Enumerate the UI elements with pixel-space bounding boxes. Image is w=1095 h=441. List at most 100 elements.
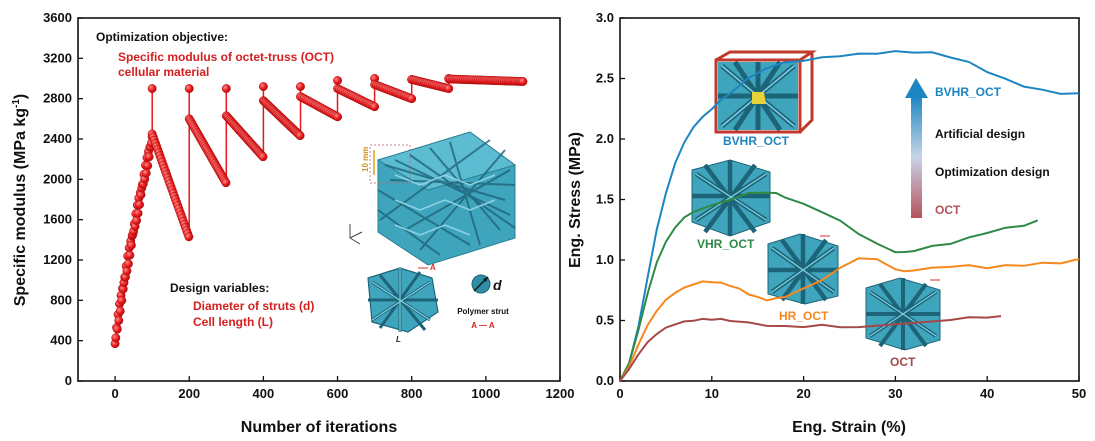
curve-label-oct: OCT — [890, 355, 916, 369]
y-tick-label: 0.0 — [596, 373, 614, 388]
left-x-axis-label: Number of iterations — [241, 419, 398, 436]
hr-cell-image — [767, 233, 839, 305]
data-point — [147, 84, 157, 94]
strut-diameter-label: d — [493, 277, 502, 293]
objective-line-1: Specific modulus of octet-truss (OCT) — [118, 50, 334, 64]
y-tick-label: 400 — [50, 333, 72, 348]
design-arrow — [905, 78, 928, 218]
left-chart: 0 400 800 1200 1600 2000 2400 2800 3200 3600 0 200… — [11, 10, 574, 436]
cell-length-label: L — [396, 335, 401, 344]
x-tick-label: 20 — [796, 386, 810, 401]
data-point — [111, 333, 121, 343]
arrow-bottom-label: OCT — [935, 203, 961, 217]
variables-line-1: Diameter of struts (d) — [193, 299, 314, 313]
y-tick-label: 2.5 — [596, 71, 614, 86]
right-y-axis-label: Eng. Stress (MPa) — [567, 132, 584, 268]
y-tick-label: 2400 — [43, 131, 72, 146]
oct-cell-image — [865, 277, 941, 351]
x-tick-label: 0 — [111, 386, 118, 401]
x-tick-label: 1200 — [546, 386, 575, 401]
data-point — [125, 250, 135, 260]
data-point — [126, 240, 136, 250]
arrow-top-label: BVHR_OCT — [935, 85, 1002, 99]
data-point — [117, 295, 127, 305]
y-tick-label: 0 — [65, 373, 72, 388]
y-tick-label: 1600 — [43, 212, 72, 227]
arrow-mid-label-1: Artificial design — [935, 127, 1025, 141]
y-tick-label: 1200 — [43, 252, 72, 267]
polymer-strut-label: Polymer strut — [457, 307, 509, 316]
y-tick-label: 3200 — [43, 50, 72, 65]
x-tick-label: 0 — [616, 386, 623, 401]
x-tick-label: 600 — [327, 386, 349, 401]
bvhr-cell-image — [714, 50, 817, 134]
data-point — [184, 84, 194, 94]
data-point — [407, 94, 417, 104]
curve-oct — [619, 315, 1002, 382]
arrow-mid-label-2: Optimization design — [935, 165, 1050, 179]
y-tick-label: 2000 — [43, 171, 72, 186]
y-tick-label: 800 — [50, 292, 72, 307]
variables-line-2: Cell length (L) — [193, 315, 273, 329]
data-point — [135, 200, 144, 210]
x-tick-label: 400 — [253, 386, 275, 401]
axes-triad-icon — [349, 224, 363, 245]
data-point — [184, 232, 194, 242]
section-a-label: A — [430, 263, 436, 272]
y-tick-label: 2.0 — [596, 131, 614, 146]
data-point — [114, 316, 124, 326]
data-point — [144, 152, 154, 162]
x-tick-label: 200 — [178, 386, 200, 401]
data-point — [141, 168, 151, 178]
variables-title: Design variables: — [170, 281, 269, 295]
left-y-ticks: 0 400 800 1200 1600 2000 2400 2800 3200 3600 — [43, 10, 83, 388]
y-tick-label: 3600 — [43, 10, 72, 25]
scale-label: 10 mm — [361, 147, 370, 172]
left-y-axis-label: Specific modulus (MPa kg-1) — [11, 94, 29, 307]
data-point — [444, 84, 454, 94]
left-x-ticks: 0 200 400 600 800 1000 1200 — [111, 376, 574, 401]
y-tick-label: 3.0 — [596, 10, 614, 25]
x-tick-label: 800 — [401, 386, 423, 401]
right-chart: 0.0 0.5 1.0 1.5 2.0 2.5 3.0 0 10 20 30 40 50 — [567, 10, 1086, 436]
data-point — [258, 152, 268, 162]
curve-hr-oct — [619, 257, 1080, 382]
right-stress-strain-curves — [619, 50, 1080, 382]
data-point — [143, 161, 153, 171]
left-data-points — [110, 74, 528, 349]
data-point — [132, 216, 142, 225]
y-tick-label: 2800 — [43, 91, 72, 106]
data-point — [333, 112, 342, 122]
curve-bvhr-oct — [619, 50, 1080, 382]
data-point — [518, 77, 528, 86]
objective-line-2: cellular material — [118, 65, 209, 79]
right-x-ticks: 0 10 20 30 40 50 — [616, 376, 1086, 401]
curve-vhr-oct — [619, 191, 1039, 382]
vhr-cell-image — [691, 159, 771, 237]
data-point — [133, 208, 143, 218]
x-tick-label: 10 — [705, 386, 719, 401]
data-point — [221, 178, 231, 188]
data-point — [221, 84, 231, 94]
y-tick-label: 1.5 — [596, 192, 614, 207]
objective-title: Optimization objective: — [96, 30, 228, 44]
y-tick-label: 1.0 — [596, 252, 614, 267]
data-point — [333, 76, 342, 85]
curve-label-hr: HR_OCT — [779, 309, 829, 323]
data-point — [122, 266, 132, 276]
x-tick-label: 50 — [1072, 386, 1086, 401]
right-y-ticks: 0.0 0.5 1.0 1.5 2.0 2.5 3.0 — [596, 10, 625, 388]
right-x-axis-label: Eng. Strain (%) — [792, 419, 906, 436]
strut-section-icon — [471, 274, 491, 294]
data-point — [296, 82, 305, 92]
data-point — [370, 102, 380, 112]
curve-label-bvhr: BVHR_OCT — [723, 134, 790, 148]
data-point — [123, 259, 133, 269]
unit-cell-image: A L — [367, 263, 439, 344]
data-point — [295, 131, 305, 141]
curve-label-vhr: VHR_OCT — [697, 237, 755, 251]
x-tick-label: 30 — [888, 386, 902, 401]
section-aa-label: A — A — [471, 321, 495, 330]
lattice-block-image: 10 mm — [349, 131, 517, 266]
